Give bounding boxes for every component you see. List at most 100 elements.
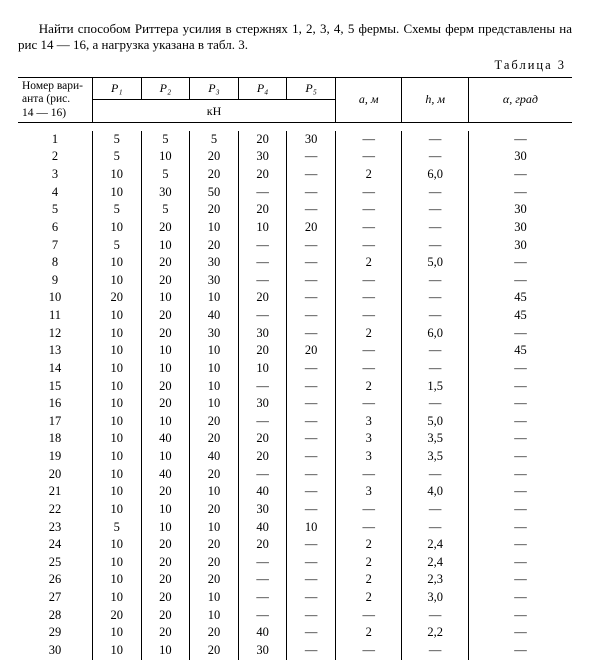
table-cell: 5: [93, 519, 142, 537]
table-cell: 27: [18, 589, 93, 607]
table-cell: 10: [93, 378, 142, 396]
table-cell: 5: [141, 201, 190, 219]
table-cell: —: [468, 378, 572, 396]
table-cell: —: [335, 519, 401, 537]
table-cell: 23: [18, 519, 93, 537]
table-row: 23510104010———: [18, 519, 572, 537]
table-cell: —: [238, 254, 287, 272]
table-cell: 10: [93, 571, 142, 589]
table-cell: 20: [190, 413, 239, 431]
table-cell: —: [335, 307, 401, 325]
table-cell: —: [402, 607, 468, 625]
table-cell: —: [287, 272, 336, 290]
table-cell: 4: [18, 184, 93, 202]
table-cell: 20: [141, 325, 190, 343]
table-cell: 10: [190, 483, 239, 501]
table-cell: —: [468, 642, 572, 660]
table-cell: 30: [468, 237, 572, 255]
table-cell: 10: [93, 413, 142, 431]
table-row: 131010102020——45: [18, 342, 572, 360]
table-cell: —: [468, 360, 572, 378]
table-cell: 3: [335, 483, 401, 501]
table-cell: 20: [238, 430, 287, 448]
table-cell: 28: [18, 607, 93, 625]
table-cell: 30: [141, 184, 190, 202]
table-cell: —: [468, 166, 572, 184]
table-cell: 7: [18, 237, 93, 255]
table-cell: 10: [141, 448, 190, 466]
table-cell: —: [335, 272, 401, 290]
table-cell: 5: [141, 131, 190, 149]
table-cell: —: [402, 237, 468, 255]
table-cell: 40: [141, 430, 190, 448]
header-deg: α, град: [468, 78, 572, 123]
table-cell: 9: [18, 272, 93, 290]
table-row: 751020————30: [18, 237, 572, 255]
table-cell: 2,3: [402, 571, 468, 589]
table-row: 26102020——22,3—: [18, 571, 572, 589]
table-cell: 10: [93, 360, 142, 378]
table-cell: 45: [468, 307, 572, 325]
table-cell: 45: [468, 289, 572, 307]
table-cell: —: [287, 466, 336, 484]
table-cell: —: [287, 554, 336, 572]
table-cell: —: [468, 519, 572, 537]
table-cell: 26: [18, 571, 93, 589]
table-cell: —: [402, 131, 468, 149]
table-cell: 10: [190, 342, 239, 360]
table-cell: 3,0: [402, 589, 468, 607]
table-cell: 10: [93, 184, 142, 202]
table-cell: 20: [190, 571, 239, 589]
table-cell: —: [238, 589, 287, 607]
table-cell: 2: [335, 536, 401, 554]
table-cell: 20: [141, 219, 190, 237]
table-cell: 10: [238, 219, 287, 237]
table-cell: 30: [190, 254, 239, 272]
table-row: 3010102030————: [18, 642, 572, 660]
data-table: Номер вари- анта (рис. 14 — 16) P₁ P₂ P₃…: [18, 77, 572, 659]
table-cell: —: [402, 519, 468, 537]
table-cell: 5,0: [402, 254, 468, 272]
table-cell: —: [287, 307, 336, 325]
table-cell: —: [468, 571, 572, 589]
table-cell: 10: [93, 395, 142, 413]
table-cell: 3: [335, 448, 401, 466]
table-cell: —: [238, 378, 287, 396]
header-variant: Номер вари- анта (рис. 14 — 16): [18, 78, 93, 123]
table-cell: —: [238, 571, 287, 589]
table-row: 1910104020—33,5—: [18, 448, 572, 466]
table-row: 2210102030————: [18, 501, 572, 519]
table-cell: 10: [93, 166, 142, 184]
table-cell: 11: [18, 307, 93, 325]
table-cell: 25: [18, 554, 93, 572]
table-cell: 30: [287, 131, 336, 149]
table-cell: 5: [93, 148, 142, 166]
intro-paragraph: Найти способом Риттера усилия в стержнях…: [18, 21, 572, 54]
table-cell: 40: [190, 448, 239, 466]
table-cell: —: [287, 166, 336, 184]
table-cell: 16: [18, 395, 93, 413]
table-cell: 6,0: [402, 325, 468, 343]
table-cell: —: [287, 360, 336, 378]
table-cell: 10: [93, 430, 142, 448]
table-cell: 5: [93, 131, 142, 149]
table-cell: 12: [18, 325, 93, 343]
table-cell: 5: [18, 201, 93, 219]
table-cell: —: [402, 219, 468, 237]
table-cell: 24: [18, 536, 93, 554]
table-cell: 5: [93, 201, 142, 219]
table-row: 4103050—————: [18, 184, 572, 202]
table-cell: 2: [335, 325, 401, 343]
table-cell: 10: [238, 360, 287, 378]
table-cell: 20: [190, 237, 239, 255]
table-cell: —: [238, 272, 287, 290]
table-cell: 2: [335, 378, 401, 396]
table-cell: 30: [468, 219, 572, 237]
table-cell: 20: [238, 448, 287, 466]
table-cell: —: [238, 307, 287, 325]
table-cell: —: [468, 554, 572, 572]
table-cell: —: [335, 148, 401, 166]
table-cell: —: [402, 148, 468, 166]
table-row: 17101020——35,0—: [18, 413, 572, 431]
table-cell: 10: [93, 466, 142, 484]
